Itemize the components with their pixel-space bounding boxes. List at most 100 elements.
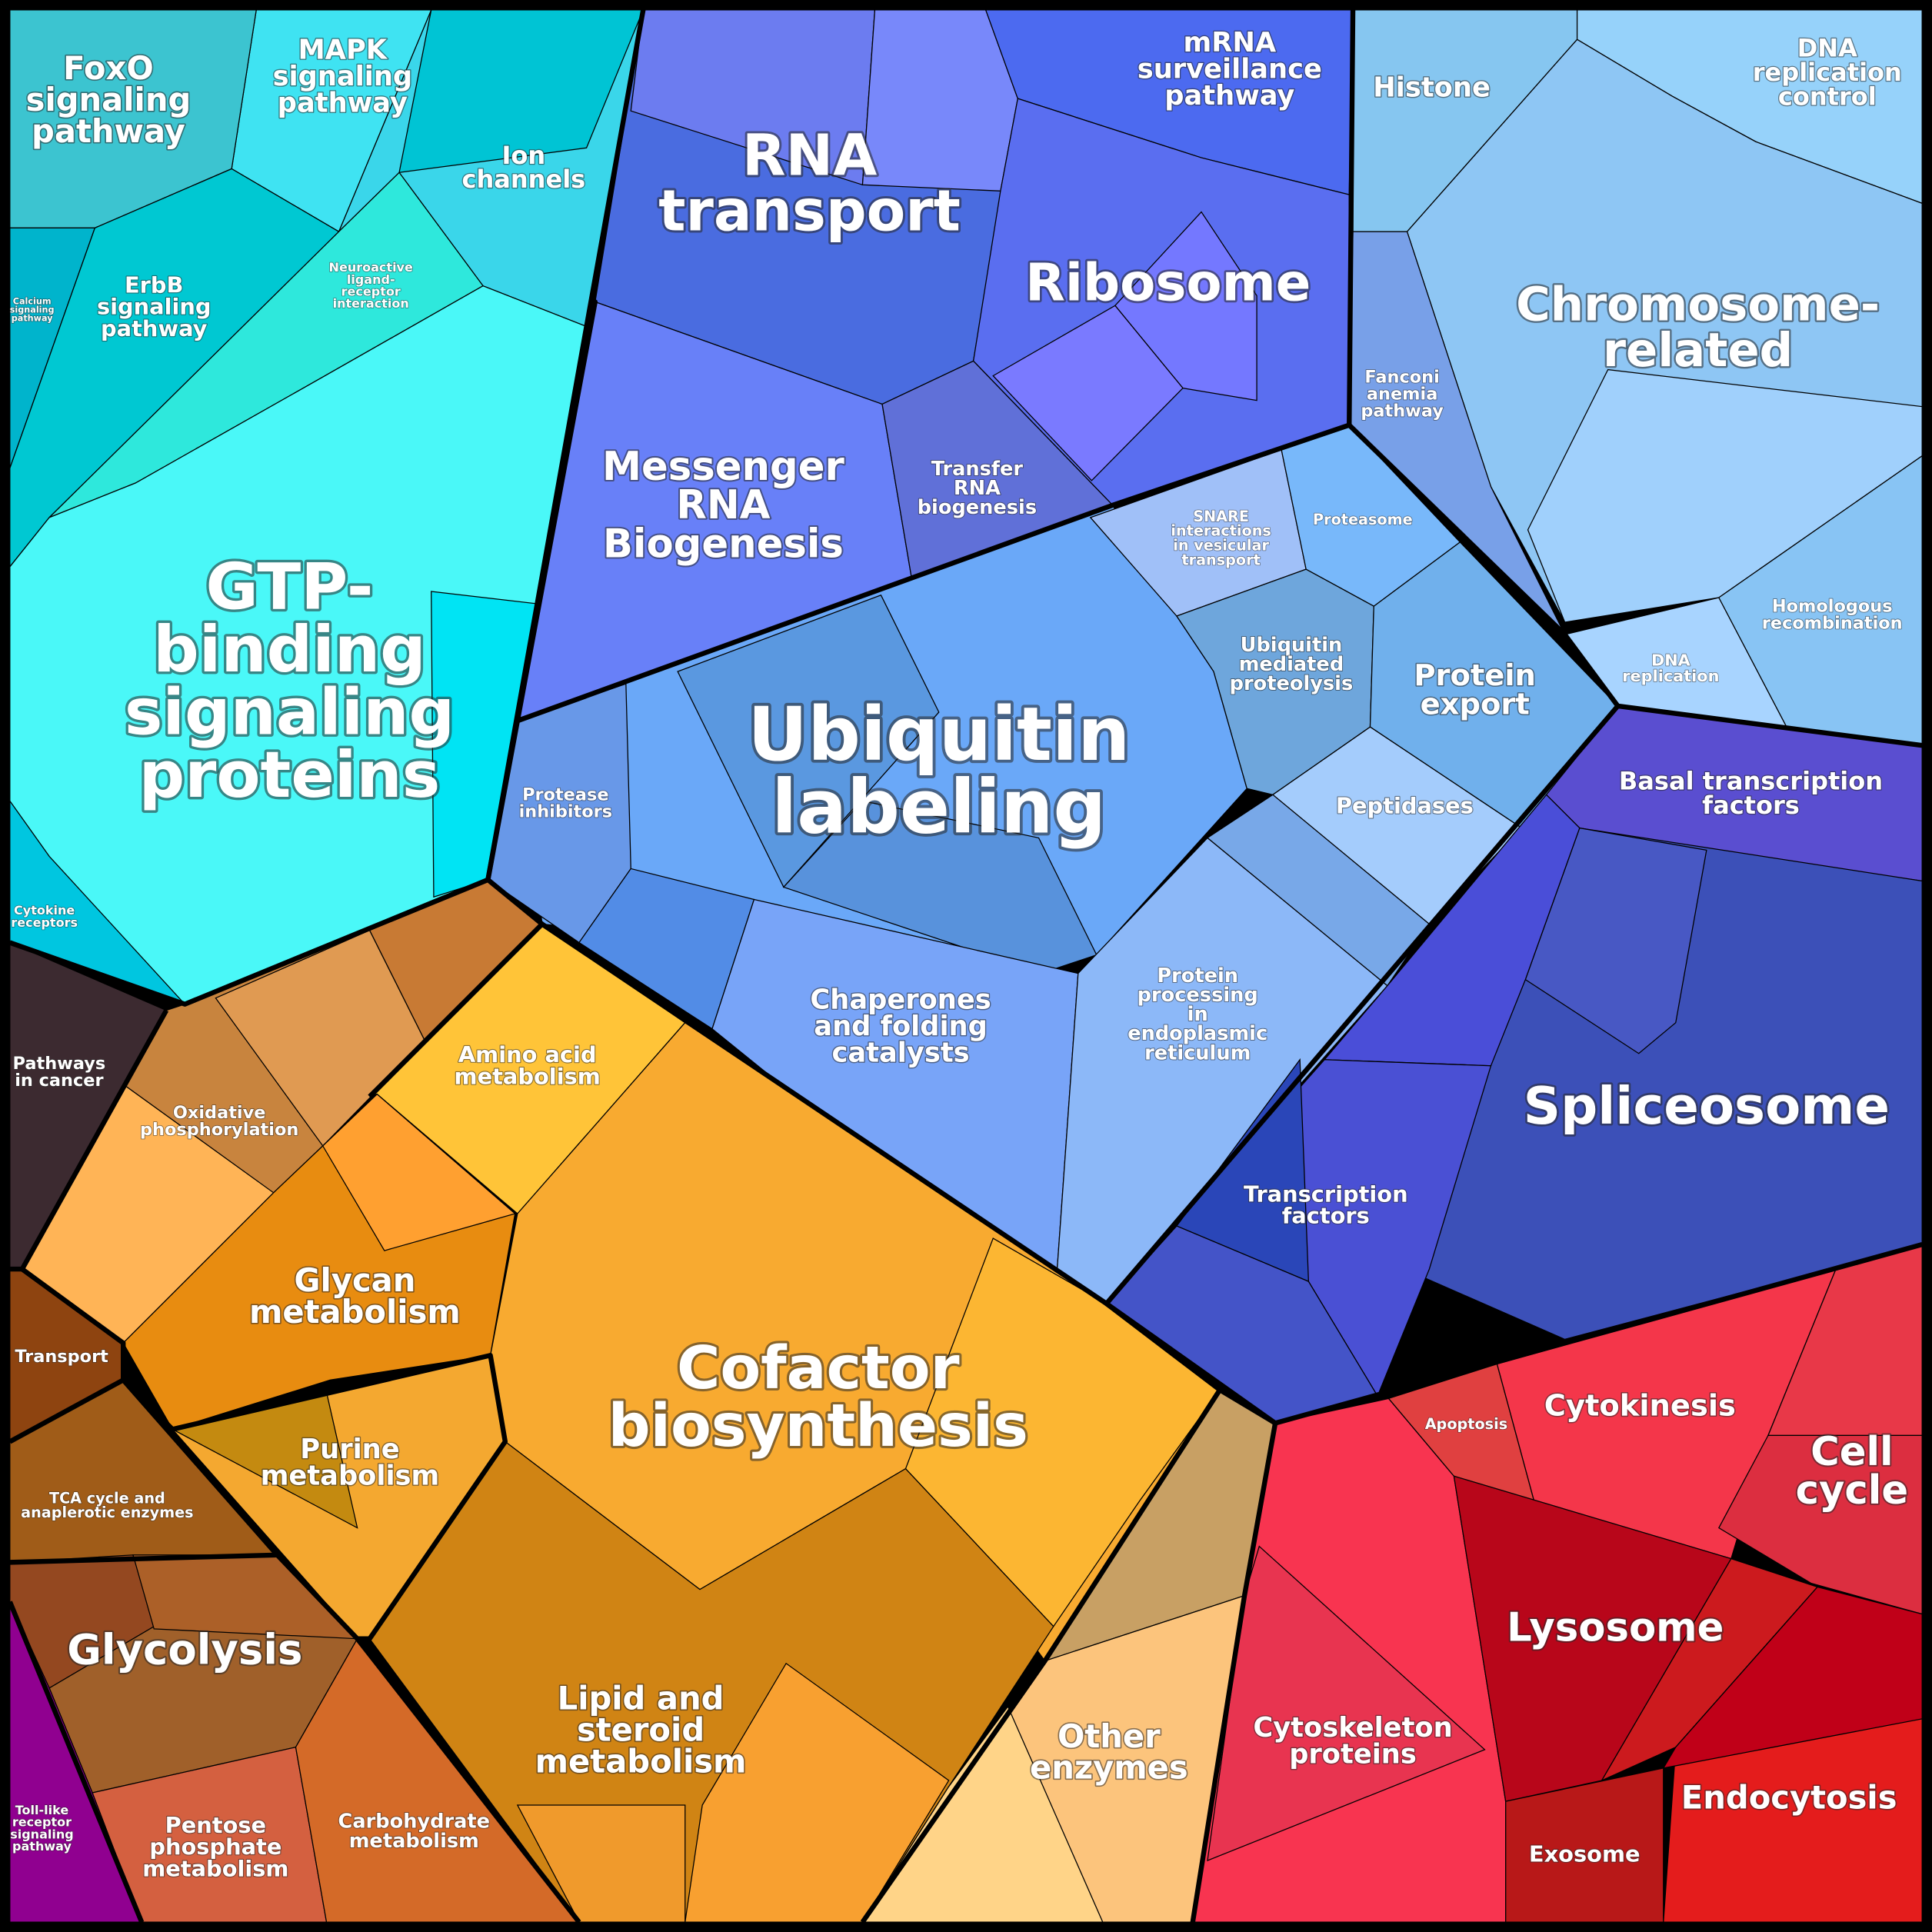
label-line: Lysosome [1507, 1605, 1724, 1651]
node-label: Carbohydrate metabolism [338, 1810, 491, 1853]
label-line: cycle [1796, 1467, 1908, 1514]
node-label: Chromosome-related [1516, 277, 1880, 378]
node-label: Protease inhibitors [519, 784, 612, 821]
label-line: proteins [139, 738, 441, 812]
group-border [8, 1267, 126, 1444]
label-line: Lipid and [558, 1680, 724, 1717]
label-line: labeling [771, 764, 1106, 851]
label-line: transport [658, 179, 961, 245]
node-label: Fanconi anemia pathway [1361, 367, 1444, 421]
label-line: receptor [12, 1814, 72, 1829]
node-label: ErbB signaling pathway [97, 271, 212, 341]
node-label: Ribosome [1025, 252, 1311, 312]
label-line: replication [1622, 667, 1719, 685]
label-line: binding [153, 612, 426, 687]
label-line: enzymes [1030, 1749, 1188, 1787]
node-label: Lipid and steroid metabolism [535, 1680, 747, 1780]
label-line: Endocytosis [1681, 1779, 1897, 1817]
node-label: Amino acid metabolism [455, 1041, 601, 1089]
label-line: signaling [10, 1827, 74, 1841]
label-line: Purine [300, 1434, 399, 1465]
label-line: Spliceosome [1524, 1075, 1890, 1135]
label-line: steroid [577, 1710, 705, 1748]
label-line: biosynthesis [608, 1392, 1028, 1461]
label-line: inhibitors [519, 801, 612, 821]
cell [992, 305, 1184, 481]
node-label: GTP-binding signaling proteins [125, 549, 455, 812]
label-line: metabolism [349, 1830, 479, 1853]
node-label: Apoptosis [1425, 1414, 1507, 1432]
label-line: biogenesis [918, 496, 1037, 519]
node-label: Protein processing in endoplasmic reticulum [1128, 964, 1267, 1064]
label-line: anaplerotic enzymes [21, 1504, 193, 1521]
label-line: DNA [1651, 651, 1690, 670]
node-label: DNA replication control [1753, 34, 1902, 112]
label-line: pathway [1164, 80, 1294, 112]
label-line: interaction [333, 296, 409, 311]
label-line: ligand- [347, 271, 395, 286]
label-line: Cytokine [14, 903, 75, 918]
label-line: RNA [676, 482, 770, 528]
label-line: Toll-like [15, 1802, 69, 1817]
label-line: signaling [26, 81, 192, 118]
node-label: Protein export [1414, 658, 1536, 721]
label-line: Pathways [13, 1053, 106, 1073]
group-border [515, 9, 1356, 724]
label-line: Protein [1414, 658, 1536, 692]
node-label: Oxidative phosphorylation [140, 1102, 298, 1139]
label-line: Chaperones [810, 984, 991, 1016]
node-label: mRNA surveillance pathway [1138, 27, 1322, 112]
node-label: Ubiquitin labeling [748, 692, 1130, 851]
label-line: Carbohydrate [338, 1810, 491, 1834]
labels: FoxO signaling pathway MAPK signaling pathway… [9, 25, 1910, 1882]
node-label: Ion channels [461, 141, 585, 194]
label-line: factors [1702, 791, 1800, 820]
label-line: mediated [1239, 653, 1344, 676]
label-line: pathway [12, 1838, 72, 1853]
node-label: Other enzymes [1030, 1717, 1188, 1787]
node-label: MAPK signaling pathway [273, 34, 413, 118]
label-line: proteins [1289, 1739, 1417, 1770]
label-line: and folding [814, 1011, 988, 1042]
node-label: Exosome [1529, 1841, 1641, 1867]
node-label: Cytoskeleton proteins [1253, 1712, 1452, 1770]
label-line: Protease [522, 784, 608, 804]
label-line: RNA [742, 123, 877, 188]
node-label: Glycan metabolism [249, 1261, 461, 1331]
label-line: Glycan [294, 1261, 415, 1299]
label-line: anemia [1367, 384, 1437, 404]
cell [321, 1093, 516, 1251]
node-label: Messenger RNA Biogenesis [602, 444, 844, 567]
label-line: transport [1181, 551, 1260, 568]
label-line: replication [1753, 58, 1902, 87]
label-line: Cofactor [677, 1334, 960, 1403]
label-line: SNARE [1193, 507, 1249, 525]
label-line: Cytokinesis [1544, 1388, 1736, 1423]
label-line: pathway [32, 112, 185, 150]
label-line: signaling [10, 305, 55, 315]
label-line: metabolism [535, 1742, 747, 1780]
label-line: endoplasmic [1128, 1022, 1267, 1045]
label-line: Peptidases [1336, 792, 1474, 818]
label-line: Histone [1373, 72, 1491, 103]
label-line: pathway [101, 315, 208, 341]
cell [861, 9, 1018, 192]
label-line: in cancer [15, 1070, 103, 1090]
node-label: Chaperones and folding catalysts [810, 984, 991, 1069]
label-line: Exosome [1529, 1841, 1641, 1867]
node-label: Pathways in cancer [13, 1053, 106, 1090]
label-line: Amino acid [458, 1041, 597, 1068]
label-line: channels [461, 165, 585, 194]
node-label: DNA replication [1622, 651, 1719, 685]
group-border [1347, 423, 1923, 748]
node-label: Transfer RNA biogenesis [918, 458, 1037, 519]
group-border [1190, 1422, 1278, 1923]
node-label: FoxO signaling pathway [26, 49, 192, 150]
node-label: Neuroactive ligand-receptor interaction [329, 260, 413, 311]
label-line: Neuroactive [329, 260, 413, 275]
node-label: Pentose phosphate metabolism [142, 1812, 288, 1882]
label-line: Proteasome [1313, 511, 1413, 528]
label-line: Transport [15, 1346, 108, 1366]
group-border [860, 1301, 1223, 1924]
node-label: Cofactor biosynthesis [608, 1334, 1028, 1461]
